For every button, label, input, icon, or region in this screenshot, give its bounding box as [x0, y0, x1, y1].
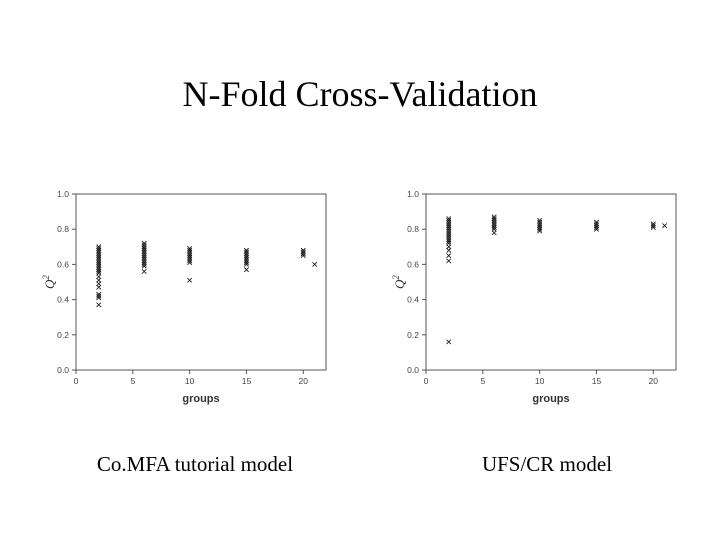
y-tick-label: 1.0 — [57, 189, 69, 199]
x-tick-label: 15 — [242, 376, 252, 386]
data-point — [243, 267, 249, 273]
data-point — [650, 223, 656, 229]
scatter-plot-svg: 0.0 0.2 0.4 0.6 0.8 1.0 0 5 10 15 20 groups Q2 — [391, 189, 677, 405]
y-tick-label: 0.8 — [57, 224, 69, 234]
data-point — [243, 260, 249, 266]
chart-ufs-cr: 0.0 0.2 0.4 0.6 0.8 1.0 0 5 10 15 20 groups Q2 — [390, 180, 680, 410]
y-tick-label: 0.0 — [57, 365, 69, 375]
data-point — [141, 261, 147, 267]
data-point — [141, 268, 147, 274]
caption-ufs-cr-model: UFS/CR model — [481, 452, 613, 476]
y-tick-label: 0.2 — [407, 330, 419, 340]
data-point — [446, 339, 452, 345]
x-tick-label: 0 — [74, 376, 79, 386]
data-point — [141, 263, 147, 269]
data-point — [96, 295, 102, 301]
y-tick-label: 0.6 — [407, 259, 419, 269]
y-tick-label: 0.2 — [57, 330, 69, 340]
y-tick-label: 1.0 — [407, 189, 419, 199]
x-tick-label: 10 — [535, 376, 545, 386]
data-point — [446, 258, 452, 264]
data-point — [650, 224, 656, 230]
data-point — [300, 251, 306, 257]
plot-frame — [425, 193, 677, 371]
data-point — [96, 302, 102, 308]
data-point — [446, 239, 452, 245]
data-point — [187, 277, 193, 283]
x-tick-label: 20 — [299, 376, 309, 386]
data-point — [491, 230, 497, 236]
data-point — [537, 226, 543, 232]
x-tick-label: 5 — [480, 376, 485, 386]
slide-title: N-Fold Cross-Validation — [182, 74, 538, 114]
x-tick-label: 10 — [185, 376, 195, 386]
y-tick-label: 0.0 — [407, 365, 419, 375]
chart-comfa: 0.0 0.2 0.4 0.6 0.8 1.0 0 5 10 15 20 groups Q2 — [40, 180, 330, 410]
data-point — [537, 228, 543, 234]
y-tick-label: 0.4 — [407, 295, 419, 305]
data-point — [187, 258, 193, 264]
data-point — [593, 226, 599, 232]
x-axis-label: groups — [182, 393, 219, 405]
y-tick-label: 0.4 — [57, 295, 69, 305]
data-point — [491, 224, 497, 230]
data-point — [312, 261, 318, 267]
data-point — [187, 260, 193, 266]
plot-frame — [75, 193, 327, 371]
scatter-plot-svg: 0.0 0.2 0.4 0.6 0.8 1.0 0 5 10 15 20 groups Q2 — [41, 189, 327, 405]
x-tick-label: 15 — [592, 376, 602, 386]
caption-comfa-model: Co.MFA tutorial model — [96, 452, 294, 476]
data-point — [446, 247, 452, 253]
y-tick-label: 0.8 — [407, 224, 419, 234]
data-point — [96, 268, 102, 274]
x-axis-label: groups — [532, 393, 569, 405]
x-tick-label: 5 — [130, 376, 135, 386]
data-point — [662, 223, 668, 229]
y-axis-label: Q2 — [41, 275, 57, 289]
y-axis-label: Q2 — [391, 275, 407, 289]
x-tick-label: 0 — [424, 376, 429, 386]
data-point — [300, 253, 306, 259]
data-point — [96, 284, 102, 290]
data-point — [446, 253, 452, 259]
data-point — [243, 261, 249, 267]
x-tick-label: 20 — [649, 376, 659, 386]
data-point — [593, 224, 599, 230]
y-tick-label: 0.6 — [57, 259, 69, 269]
data-point — [96, 293, 102, 299]
